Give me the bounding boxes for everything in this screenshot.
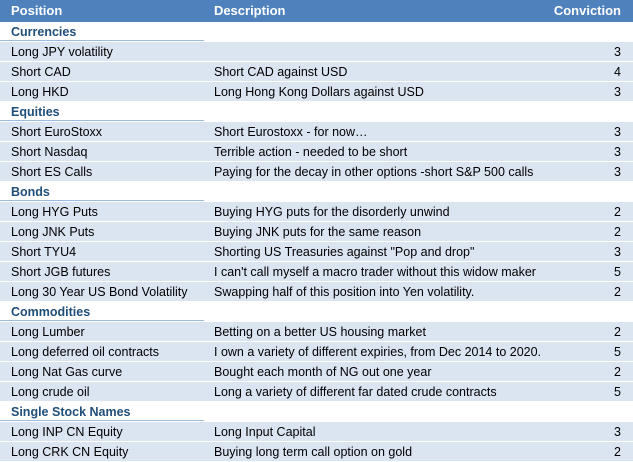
- description-cell: Buying HYG puts for the disorderly unwin…: [214, 204, 450, 219]
- conviction-cell: 3: [614, 84, 621, 99]
- table-row: Long CRK CN Equity Buying long term call …: [0, 442, 633, 462]
- table-row: Short TYU4 Shorting US Treasuries against…: [0, 242, 633, 262]
- conviction-cell: 3: [614, 424, 621, 439]
- table-row: Long Nat Gas curve Bought each month of N…: [0, 362, 633, 382]
- position-cell: Long JPY volatility: [11, 44, 113, 59]
- position-cell: Long HKD: [11, 84, 69, 99]
- table-row: Long HYG Puts Buying HYG puts for the dis…: [0, 202, 633, 222]
- conviction-cell: 3: [614, 44, 621, 59]
- table-row: Short CAD Short CAD against USD 4: [0, 62, 633, 82]
- description-cell: Betting on a better US housing market: [214, 324, 426, 339]
- position-cell: Short EuroStoxx: [11, 124, 103, 139]
- section-title: Equities: [0, 103, 204, 121]
- conviction-cell: 2: [614, 224, 621, 239]
- position-cell: Short Nasdaq: [11, 144, 88, 159]
- table-row: Short EuroStoxx Short Eurostoxx - for now…: [0, 122, 633, 142]
- position-cell: Long deferred oil contracts: [11, 344, 160, 359]
- conviction-cell: 3: [614, 124, 621, 139]
- conviction-cell: 3: [614, 164, 621, 179]
- conviction-cell: 2: [614, 324, 621, 339]
- description-cell: Long Hong Kong Dollars against USD: [214, 84, 424, 99]
- position-cell: Short TYU4: [11, 244, 77, 259]
- position-cell: Long INP CN Equity: [11, 424, 123, 439]
- description-cell: Bought each month of NG out one year: [214, 364, 432, 379]
- conviction-cell: 5: [614, 384, 621, 399]
- conviction-cell: 4: [614, 64, 621, 79]
- header-conviction: Conviction: [553, 3, 621, 18]
- position-cell: Long HYG Puts: [11, 204, 98, 219]
- table-row: Long crude oil Long a variety of differen…: [0, 382, 633, 402]
- description-cell: Short Eurostoxx - for now…: [214, 124, 368, 139]
- description-cell: Swapping half of this position into Yen …: [214, 284, 475, 299]
- position-cell: Short CAD: [11, 64, 71, 79]
- description-cell: I own a variety of different expiries, f…: [214, 344, 542, 359]
- table-header: Position Description Conviction: [0, 0, 633, 22]
- description-cell: Long Input Capital: [214, 424, 316, 439]
- conviction-cell: 2: [614, 284, 621, 299]
- position-cell: Long Nat Gas curve: [11, 364, 123, 379]
- section-title: Single Stock Names: [0, 403, 204, 421]
- header-position: Position: [11, 3, 63, 18]
- position-cell: Short ES Calls: [11, 164, 93, 179]
- table-row: Short Nasdaq Terrible action - needed to …: [0, 142, 633, 162]
- table-row: Long deferred oil contracts I own a varie…: [0, 342, 633, 362]
- position-cell: Long 30 Year US Bond Volatility: [11, 284, 188, 299]
- description-cell: I can't call myself a macro trader witho…: [214, 264, 536, 279]
- conviction-cell: 2: [614, 364, 621, 379]
- description-cell: Paying for the decay in other options -s…: [214, 164, 534, 179]
- description-cell: Long a variety of different far dated cr…: [214, 384, 497, 399]
- table-row: Long JPY volatility 3: [0, 42, 633, 62]
- section-title: Bonds: [0, 183, 204, 201]
- section-title: Currencies: [0, 23, 204, 41]
- section-row: Bonds: [0, 182, 633, 202]
- description-cell: Buying JNK puts for the same reason: [214, 224, 422, 239]
- table-row: Long JNK Puts Buying JNK puts for the sam…: [0, 222, 633, 242]
- position-cell: Long Lumber: [11, 324, 85, 339]
- position-cell: Long CRK CN Equity: [11, 444, 129, 459]
- conviction-cell: 3: [614, 244, 621, 259]
- table-row: Long INP CN Equity Long Input Capital 3: [0, 422, 633, 442]
- description-cell: Buying long term call option on gold: [214, 444, 413, 459]
- section-row: Commodities: [0, 302, 633, 322]
- table-row: Long 30 Year US Bond Volatility Swapping …: [0, 282, 633, 302]
- conviction-cell: 5: [614, 264, 621, 279]
- description-cell: Shorting US Treasuries against "Pop and …: [214, 244, 475, 259]
- conviction-cell: 2: [614, 204, 621, 219]
- position-cell: Long JNK Puts: [11, 224, 95, 239]
- conviction-cell: 2: [614, 444, 621, 459]
- table-body: Currencies Long JPY volatility 3 Short CAD S…: [0, 22, 633, 462]
- table-row: Long Lumber Betting on a better US housin…: [0, 322, 633, 342]
- section-row: Currencies: [0, 22, 633, 42]
- conviction-cell: 5: [614, 344, 621, 359]
- section-row: Single Stock Names: [0, 402, 633, 422]
- description-cell: Terrible action - needed to be short: [214, 144, 408, 159]
- conviction-cell: 3: [614, 144, 621, 159]
- description-cell: Short CAD against USD: [214, 64, 348, 79]
- table-row: Short JGB futures I can't call myself a m…: [0, 262, 633, 282]
- table-row: Short ES Calls Paying for the decay in ot…: [0, 162, 633, 182]
- section-row: Equities: [0, 102, 633, 122]
- header-description: Description: [213, 3, 286, 18]
- position-cell: Long crude oil: [11, 384, 90, 399]
- position-cell: Short JGB futures: [11, 264, 111, 279]
- section-title: Commodities: [0, 303, 204, 321]
- table-row: Long HKD Long Hong Kong Dollars against U…: [0, 82, 633, 102]
